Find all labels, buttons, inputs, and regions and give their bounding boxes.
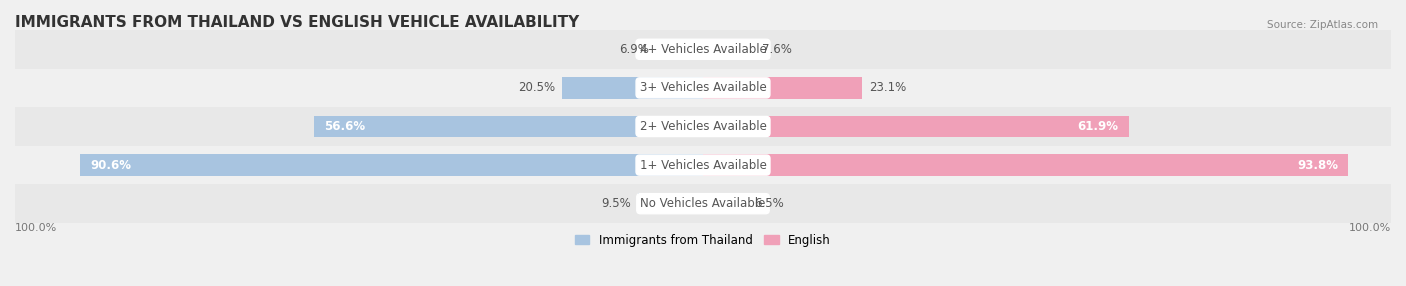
Bar xyxy=(15,30,1391,69)
Bar xyxy=(638,193,703,214)
Text: 93.8%: 93.8% xyxy=(1296,158,1339,172)
Text: 100.0%: 100.0% xyxy=(15,223,58,233)
Text: 3+ Vehicles Available: 3+ Vehicles Available xyxy=(640,82,766,94)
Text: No Vehicles Available: No Vehicles Available xyxy=(640,197,766,210)
Text: 7.6%: 7.6% xyxy=(762,43,792,56)
Text: 23.1%: 23.1% xyxy=(869,82,905,94)
Text: 4+ Vehicles Available: 4+ Vehicles Available xyxy=(640,43,766,56)
Legend: Immigrants from Thailand, English: Immigrants from Thailand, English xyxy=(571,229,835,252)
Bar xyxy=(703,77,862,98)
Bar xyxy=(703,193,748,214)
Text: 100.0%: 100.0% xyxy=(1348,223,1391,233)
Bar xyxy=(15,184,1391,223)
Bar xyxy=(15,69,1391,107)
Bar xyxy=(562,77,703,98)
Bar xyxy=(655,39,703,60)
Text: 1+ Vehicles Available: 1+ Vehicles Available xyxy=(640,158,766,172)
Bar xyxy=(703,39,755,60)
Text: 56.6%: 56.6% xyxy=(323,120,366,133)
Text: IMMIGRANTS FROM THAILAND VS ENGLISH VEHICLE AVAILABILITY: IMMIGRANTS FROM THAILAND VS ENGLISH VEHI… xyxy=(15,15,579,30)
Bar xyxy=(314,116,703,137)
Text: 61.9%: 61.9% xyxy=(1077,120,1119,133)
Bar xyxy=(703,154,1348,176)
Text: 6.5%: 6.5% xyxy=(755,197,785,210)
Text: 20.5%: 20.5% xyxy=(517,82,555,94)
Bar xyxy=(80,154,703,176)
Bar xyxy=(703,116,1129,137)
Text: 6.9%: 6.9% xyxy=(619,43,648,56)
Bar xyxy=(15,146,1391,184)
Text: Source: ZipAtlas.com: Source: ZipAtlas.com xyxy=(1267,20,1378,30)
Text: 9.5%: 9.5% xyxy=(600,197,631,210)
Text: 2+ Vehicles Available: 2+ Vehicles Available xyxy=(640,120,766,133)
Bar xyxy=(15,107,1391,146)
Text: 90.6%: 90.6% xyxy=(90,158,131,172)
